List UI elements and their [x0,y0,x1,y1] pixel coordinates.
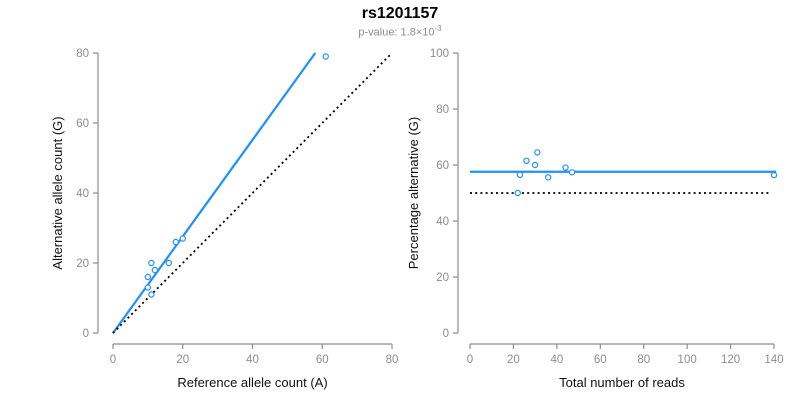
x-tick-label: 100 [678,354,697,366]
x-tick-label: 0 [467,354,473,366]
right-panel: 0 20 40 60 80 100 120 140 0 20 40 60 80 100 Total numb… [406,48,784,390]
page-title: rs1201157 [361,5,439,22]
p-value-subtitle: p-value: 1.8×10-3 [0,24,800,39]
data-point [165,259,172,267]
x-tick-label: 20 [507,354,520,366]
data-point [516,171,524,178]
y-tick-label: 20 [76,258,89,270]
data-point [148,259,155,267]
data-point [568,169,576,176]
x-tick-label: 60 [316,354,329,366]
data-point [322,53,329,60]
identity-line [112,52,393,334]
y-tick-label: 60 [76,118,89,130]
p-value-exponent: -3 [434,24,442,33]
data-point [172,238,179,246]
y-tick-label: 40 [436,216,449,228]
y-tick-label: 100 [430,48,449,60]
x-tick-label: 20 [176,354,189,366]
x-tick-label: 40 [550,354,563,366]
y-tick-label: 0 [443,328,449,340]
data-point [544,174,552,181]
data-point [562,164,569,171]
left-panel: 0 20 40 60 80 0 20 40 60 80 Reference allele count… [50,48,398,390]
data-point [151,266,159,274]
data-point [148,291,155,298]
x-axis-label: Total number of reads [559,375,685,390]
data-point [144,273,152,281]
fit-line [112,52,317,334]
x-tick-label: 80 [637,354,650,366]
y-axis-label: Percentage alternative (G) [406,117,421,269]
x-tick-label: 140 [764,354,783,366]
p-value-text: p-value: 1.8×10 [358,26,435,39]
x-tick-label: 80 [386,354,399,366]
y-tick-label: 80 [76,48,89,60]
y-tick-label: 40 [76,188,89,200]
data-point [531,161,539,169]
data-point [770,171,778,179]
data-point [514,189,521,197]
data-point [523,157,530,164]
x-axis-label: Reference allele count (A) [177,375,327,390]
data-point [534,149,541,156]
data-point [144,284,152,291]
x-tick-label: 40 [246,354,259,366]
y-tick-label: 0 [83,328,89,340]
y-tick-label: 80 [436,104,449,116]
x-tick-label: 0 [110,354,116,366]
x-tick-label: 120 [721,354,740,366]
data-point [179,235,186,242]
x-tick-label: 60 [594,354,607,366]
y-tick-label: 20 [436,272,449,284]
y-axis-label: Alternative allele count (G) [50,116,65,269]
y-tick-label: 60 [436,160,449,172]
